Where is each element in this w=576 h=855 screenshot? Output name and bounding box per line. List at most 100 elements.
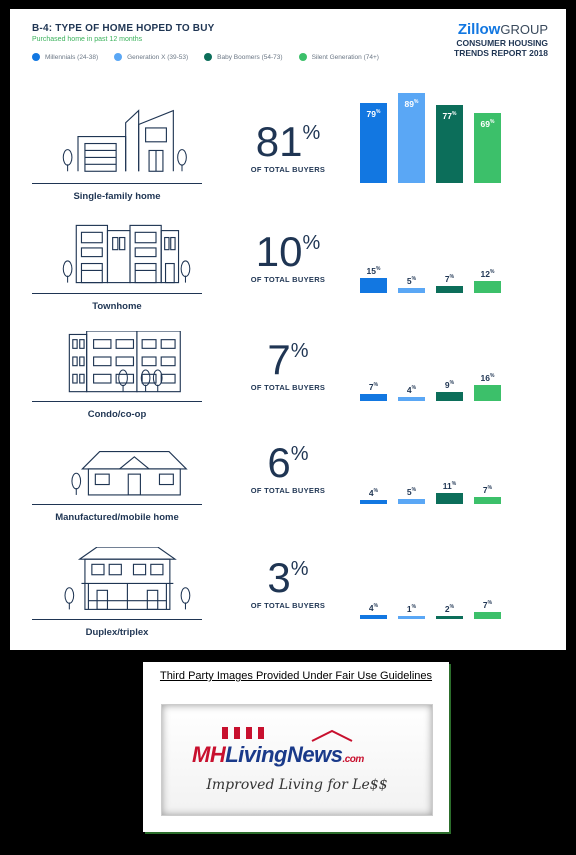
legend-dot-millennials (32, 53, 40, 61)
house-illustration-icon (62, 109, 187, 172)
home-type-label: Duplex/triplex (85, 627, 149, 638)
legend-label: Silent Generation (74+) (311, 53, 379, 61)
bar (474, 612, 501, 619)
logo-wordmark: MHLivingNews.com (192, 742, 364, 767)
bar (474, 385, 501, 401)
total-caption: OF TOTAL BUYERS (250, 486, 326, 495)
bar (436, 616, 463, 619)
total-share: 10% OF TOTAL BUYERS (238, 228, 338, 285)
bar (398, 397, 425, 401)
ground-line (32, 293, 202, 294)
bar (398, 499, 425, 504)
brand-logo: ZillowGROUP CONSUMER HOUSING TRENDS REPO… (454, 21, 548, 58)
bar-group: 79% 89% 77% 69% (360, 73, 530, 183)
bar (360, 394, 387, 401)
bar (360, 278, 387, 293)
total-caption: OF TOTAL BUYERS (250, 601, 326, 610)
logo-tagline: Improved Living for Le$$ (206, 777, 388, 793)
bar (360, 615, 387, 619)
total-caption: OF TOTAL BUYERS (250, 383, 326, 392)
legend-dot-genx (114, 53, 123, 61)
bar-group: 4% 5% 11% 7% (360, 394, 530, 504)
home-type-label: Condo/co-op (87, 409, 147, 420)
total-caption: OF TOTAL BUYERS (250, 275, 326, 284)
infographic-panel: B-4: TYPE OF HOME HOPED TO BUY Purchased… (10, 9, 566, 650)
total-share-value: 81 (255, 118, 303, 165)
legend-dot-boomers (204, 53, 213, 61)
chart-subtitle: Purchased home in past 12 months (32, 36, 143, 43)
bar (474, 497, 501, 504)
brand-name: ZillowGROUP (457, 21, 548, 38)
bar-value-label: 1% (406, 604, 417, 614)
home-type-label: Townhome (92, 301, 142, 312)
bar-value-label: 7% (482, 600, 493, 611)
legend-item-millennials: Millennials (24-38) (32, 53, 98, 61)
total-share-value: 6 (267, 439, 291, 486)
house-illustration-icon (71, 451, 188, 496)
bar (436, 105, 463, 183)
bar-value-label: 16% (480, 373, 495, 384)
bar-value-label: 79% (366, 109, 381, 120)
bar-value-label: 9% (444, 380, 455, 391)
bar-value-label: 2% (444, 604, 455, 614)
ground-line (32, 401, 202, 402)
legend-label: Generation X (39-53) (127, 53, 189, 61)
bar-value-label: 7% (368, 382, 379, 393)
ground-line (32, 183, 202, 184)
total-share-value: 7 (267, 336, 291, 383)
mhlivingnews-logo[interactable]: MHLivingNews.com Improved Living for Le$… (161, 704, 433, 816)
legend-dot-silent (298, 53, 307, 61)
bar-value-label: 5% (406, 487, 417, 498)
total-caption: OF TOTAL BUYERS (250, 165, 326, 174)
bar-value-label: 5% (406, 276, 417, 287)
ground-line (32, 619, 202, 620)
legend-label: Baby Boomers (54-73) (217, 53, 283, 61)
brand-line-1: CONSUMER HOUSING (456, 38, 548, 48)
legend-item-boomers: Baby Boomers (54-73) (204, 53, 283, 61)
total-share: 7% OF TOTAL BUYERS (238, 336, 338, 393)
bar (474, 113, 501, 183)
chart-title: B-4: TYPE OF HOME HOPED TO BUY (32, 23, 215, 34)
bar-group: 15% 5% 7% 12% (360, 183, 530, 293)
total-share-value: 3 (267, 554, 291, 601)
bar (398, 288, 425, 293)
total-share-value: 10 (255, 228, 303, 275)
bar (398, 93, 425, 183)
bar-value-label: 15% (366, 266, 381, 277)
bar-value-label: 11% (442, 481, 457, 492)
ground-line (32, 504, 202, 505)
legend-item-silent: Silent Generation (74+) (298, 53, 379, 61)
total-share: 81% OF TOTAL BUYERS (238, 118, 338, 175)
legend-item-genx: Generation X (39-53) (114, 53, 188, 61)
bar-value-label: 4% (406, 385, 417, 396)
bar-value-label: 4% (368, 488, 379, 499)
bar-group: 7% 4% 9% 16% (360, 291, 530, 401)
bar (474, 281, 501, 293)
footer-card: Third Party Images Provided Under Fair U… (143, 662, 449, 832)
bar-value-label: 89% (404, 99, 419, 110)
house-illustration-icon (62, 224, 191, 284)
bar-value-label: 7% (482, 485, 493, 496)
bar-value-label: 77% (442, 111, 457, 122)
bar (398, 616, 425, 619)
brand-line-2: TRENDS REPORT 2018 (454, 48, 548, 58)
bar-value-label: 69% (480, 119, 495, 130)
bar (436, 392, 463, 401)
total-share: 3% OF TOTAL BUYERS (238, 554, 338, 611)
roofline-icon (222, 727, 353, 742)
home-type-label: Manufactured/mobile home (55, 512, 179, 523)
bar (360, 500, 387, 504)
total-share: 6% OF TOTAL BUYERS (238, 439, 338, 496)
bar-group: 4% 1% 2% 7% (360, 509, 530, 619)
bar (436, 286, 463, 293)
legend: Millennials (24-38) Generation X (39-53)… (32, 51, 395, 63)
fair-use-link[interactable]: Third Party Images Provided Under Fair U… (159, 670, 433, 682)
home-type-label: Single-family home (73, 191, 161, 202)
legend-label: Millennials (24-38) (45, 53, 99, 61)
bar (436, 493, 463, 504)
house-illustration-icon (64, 547, 191, 610)
bar (360, 103, 387, 183)
bar-value-label: 12% (480, 269, 495, 280)
house-illustration-icon (68, 331, 181, 393)
bar-value-label: 7% (444, 274, 455, 285)
